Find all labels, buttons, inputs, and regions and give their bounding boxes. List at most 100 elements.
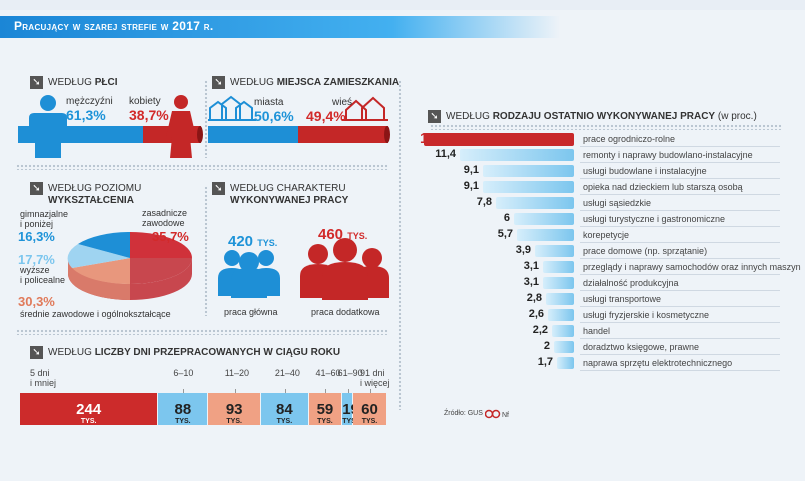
chart-value-label: 1,7: [537, 356, 553, 368]
extra-work-label: praca dodatkowa: [311, 307, 380, 317]
days-segment: 93 TYS.: [208, 393, 261, 425]
days-segment-unit: TYS.: [226, 418, 242, 425]
worktype-people-icons: [218, 238, 389, 300]
chart-row-rule: [580, 290, 780, 291]
divider: [398, 80, 402, 410]
publisher-logo: Nf: [485, 409, 509, 419]
chart-bar: [483, 165, 574, 177]
pie-slice-secondary: [72, 258, 130, 285]
chart-category-label: usługi sąsiedzkie: [583, 198, 652, 208]
gender-heading: ➘ WEDŁUG PŁCI: [30, 76, 117, 89]
days-segment-value: 84: [276, 401, 293, 418]
city-value: 50,6%: [254, 108, 294, 124]
days-segment-label-line1: 41–60: [315, 368, 341, 378]
days-segment-label-line1: 91 dni: [359, 368, 385, 378]
days-segment-label-line1: 21–40: [274, 368, 300, 378]
gender-heading-bold: PŁCI: [94, 77, 118, 89]
chart-value-label: 9,1: [463, 180, 479, 192]
chart-category-label: remonty i naprawy budowlano-instalacyjne: [583, 150, 753, 160]
chart-row-rule: [580, 210, 780, 211]
svg-text:Nf: Nf: [502, 412, 509, 419]
days-segment-label-line1: 6–10: [173, 368, 194, 378]
woman-icon: [166, 95, 196, 158]
chart-category-label: usługi budowlane i instalacyjne: [583, 166, 707, 176]
days-segment-tick: [234, 389, 236, 393]
chart-row-rule: [580, 338, 780, 339]
days-segment-unit: TYS.: [342, 418, 358, 425]
chart-bar: [424, 133, 574, 146]
chart-category-label: prace ogrodniczo-rolne: [583, 134, 676, 144]
days-segment-label-line2: i więcej: [359, 378, 390, 388]
days-segment-value: 93: [225, 401, 243, 418]
chart-value-label: 5,7: [497, 228, 513, 240]
chart-row-rule: [580, 178, 780, 179]
pie-slice-gymnasium: [78, 232, 130, 258]
vocational-label-2: zawodowe: [142, 218, 185, 228]
female-value: 38,7%: [129, 107, 169, 123]
chart-value-label: 9,1: [463, 164, 479, 176]
extra-work-number: 460: [318, 226, 344, 243]
chart-row-rule: [580, 370, 780, 371]
days-segment: 88 TYS.: [158, 393, 208, 425]
male-value: 61,3%: [66, 107, 106, 123]
days-segment-unit: TYS.: [276, 418, 293, 425]
main-work-unit: TYS.: [257, 238, 278, 248]
arrow-icon: ➘: [30, 76, 43, 89]
days-segment-label-line1: 11–20: [224, 368, 250, 378]
chart-category-label: handel: [583, 326, 611, 336]
chart-bar: [535, 245, 574, 257]
days-segment-label-line1: 61–90: [337, 368, 363, 378]
chart-bar: [514, 213, 574, 225]
days-segment-label-line1: 5 dni: [30, 368, 50, 378]
days-segment: 60 TYS.: [352, 393, 386, 425]
pie-slice-vocational: [130, 232, 192, 258]
chart-value-label: 6: [503, 212, 510, 224]
chart-category-label: usługi fryzjerskie i kosmetyczne: [583, 310, 710, 320]
gymnasium-label-1: gimnazjalne: [20, 209, 69, 219]
chart-heading-prefix: WEDŁUG: [446, 111, 490, 123]
top-strip: [0, 0, 805, 10]
gender-graphic: [18, 95, 203, 158]
worktype-heading-line2: WYKONYWANEJ PRACY: [230, 195, 349, 207]
divider: [430, 124, 782, 130]
main-work-number: 420: [228, 233, 254, 250]
page-title: Pracujący w szarej strefie w 2017 r.: [14, 19, 214, 33]
days-segment-label: 91 dni i więcej: [360, 368, 390, 388]
education-pie: [67, 232, 192, 300]
days-heading: ➘ WEDŁUG LICZBY DNI PRZEPRACOWANYCH W CIĄ…: [30, 346, 340, 359]
days-segment-value: 19: [342, 401, 359, 418]
main-work-people-icon: [218, 250, 280, 298]
days-segment-tick: [284, 389, 286, 393]
title-bar: Pracujący w szarej strefie w 2017 r.: [0, 16, 560, 38]
residence-heading-bold: MIEJSCA ZAMIESZKANIA: [276, 77, 400, 89]
extra-work-unit: TYS.: [347, 231, 368, 241]
days-segment-value: 60: [361, 401, 378, 418]
days-segment-tick: [183, 389, 185, 393]
gymnasium-label: gimnazjalne i poniżej: [20, 209, 68, 229]
chart-category-label: usługi turystyczne i gastronomiczne: [583, 214, 726, 224]
days-segment-unit: TYS.: [317, 418, 333, 425]
village-icon: [342, 96, 388, 121]
education-heading-line1: WEDŁUG POZIOMU: [48, 183, 142, 195]
chart-category-label: prace domowe (np. sprzątanie): [583, 246, 708, 256]
village-label: wieś: [332, 97, 353, 108]
chart-heading-bold: RODZAJU OSTATNIO WYKONYWANEJ PRACY: [492, 111, 716, 123]
days-segment: 59 TYS.: [308, 393, 342, 425]
chart-bar: [548, 309, 574, 321]
gymnasium-value: 16,3%: [18, 229, 55, 244]
days-segment-label: 6–10: [173, 368, 193, 378]
divider: [16, 329, 388, 335]
divider: [204, 80, 208, 158]
vocational-label-1: zasadnicze: [142, 208, 188, 218]
days-segment-label: 41–60: [315, 368, 340, 378]
higher-label-1: wyższe: [20, 265, 50, 275]
man-icon: [29, 95, 67, 158]
days-segment: 244 TYS.: [20, 393, 158, 425]
city-label: miasta: [254, 97, 284, 108]
higher-label-2: i policealne: [20, 275, 66, 285]
chart-row-rule: [580, 146, 780, 147]
days-segment-tick: [369, 389, 371, 393]
residence-heading-prefix: WEDŁUG: [230, 77, 274, 89]
source-note: Źródło: GUS: [444, 410, 483, 417]
days-segment-value: 88: [174, 401, 192, 418]
